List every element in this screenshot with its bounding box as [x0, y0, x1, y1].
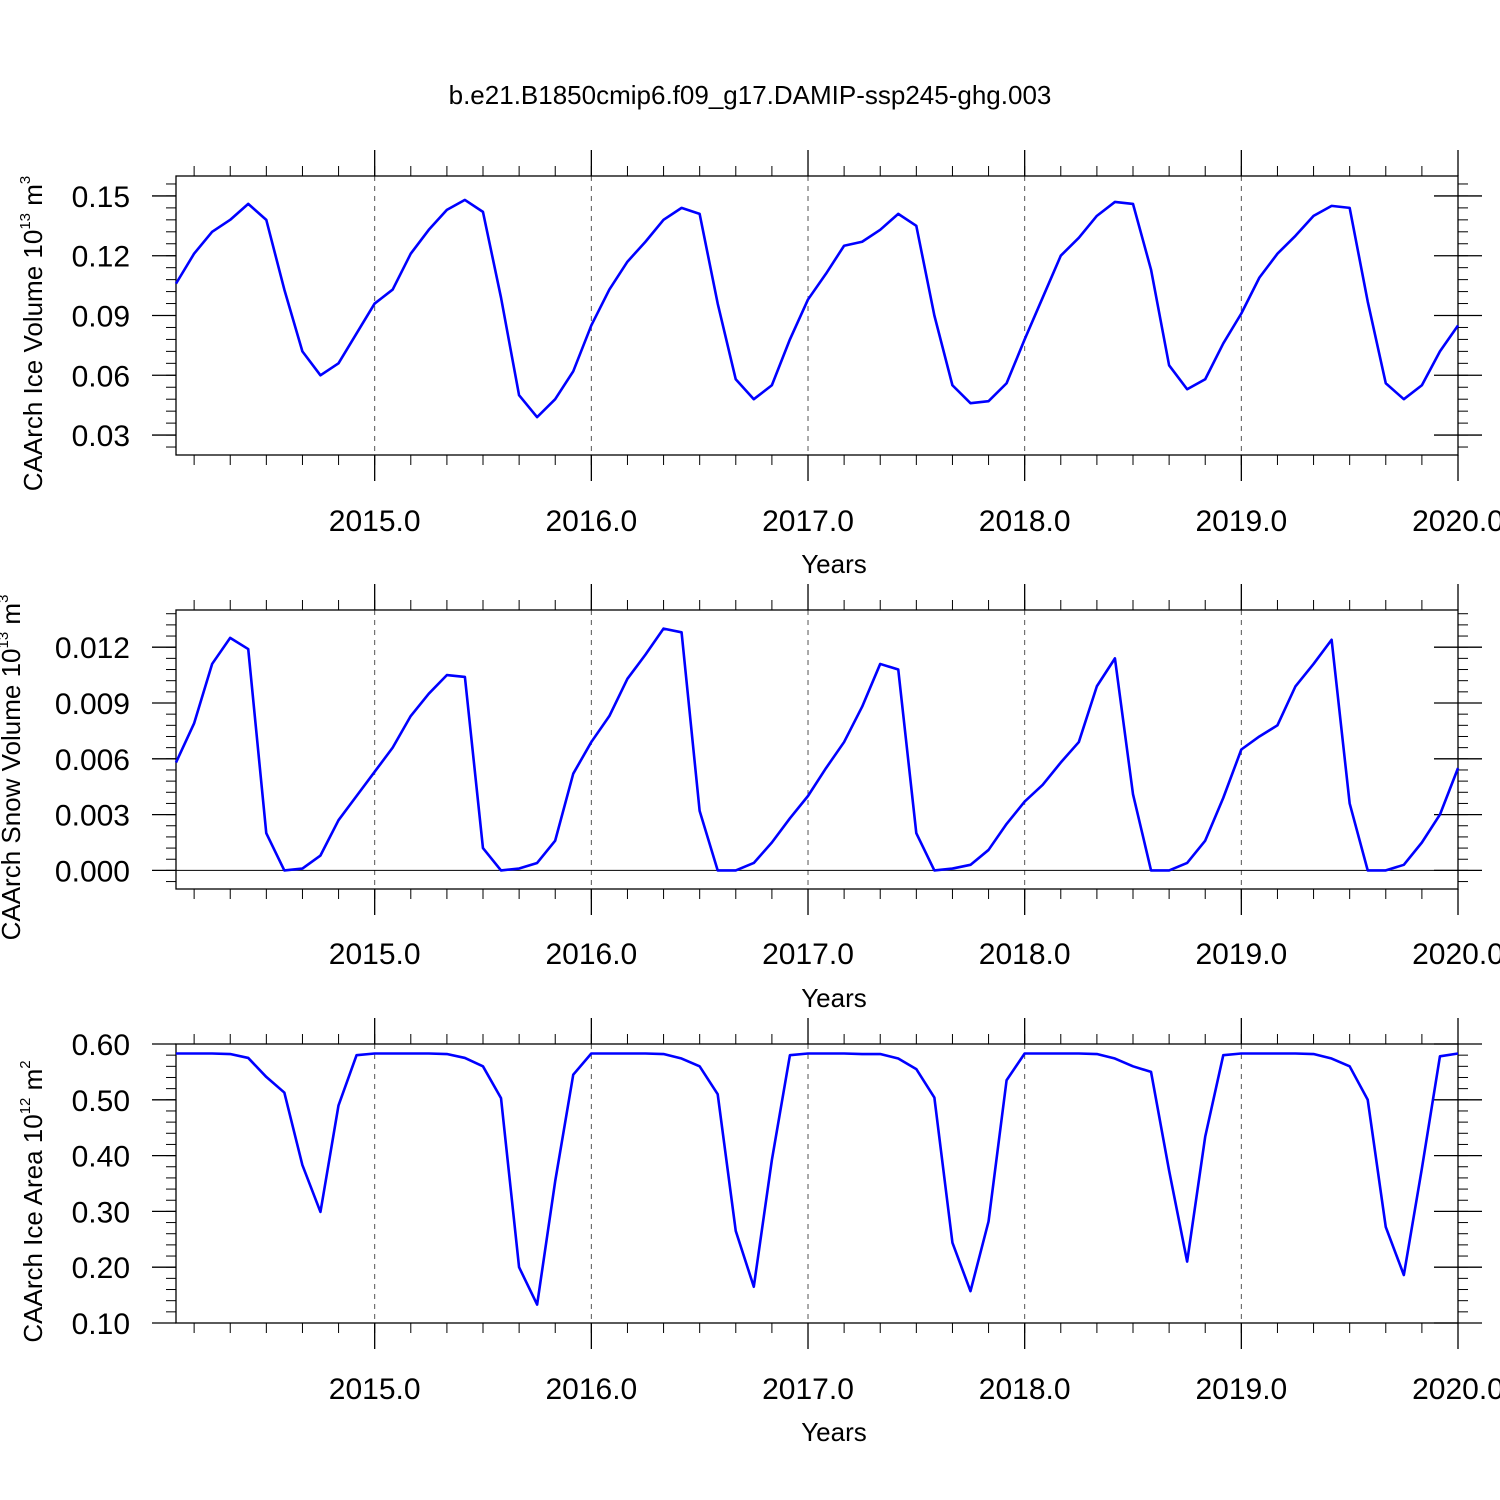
y-tick-label: 0.12 [72, 241, 130, 274]
y-tick-label: 0.09 [72, 301, 130, 334]
y-axis-label: CAArch Ice Area 1012 m2 [17, 1060, 48, 1342]
y-tick-label: 0.15 [72, 181, 130, 214]
x-tick-label: 2017.0 [762, 1373, 854, 1406]
y-tick-label: 0.30 [72, 1196, 130, 1229]
x-tick-label: 2017.0 [762, 938, 854, 971]
panel-1: 2015.0 2016.0 2017.0 2018.0 2019.0 2020.0 0.03… [17, 150, 1500, 579]
y-tick-label: 0.003 [55, 800, 130, 833]
x-tick-label: 2019.0 [1195, 1373, 1287, 1406]
series-line [174, 198, 1460, 419]
y-axis-label: CAArch Ice Volume 1013 m3 [17, 176, 48, 492]
x-tick-label: 2017.0 [762, 505, 854, 538]
x-tick-label: 2020.0 [1412, 505, 1500, 538]
x-tick-label: 2019.0 [1195, 938, 1287, 971]
plot-frame [175, 1043, 1459, 1324]
x-axis-label: Years [801, 549, 867, 579]
x-tick-label: 2018.0 [979, 938, 1071, 971]
y-tick-label: 0.006 [55, 744, 130, 777]
series-line [176, 1052, 1459, 1306]
x-tick-label: 2016.0 [545, 1373, 637, 1406]
y-tick-label: 0.06 [72, 360, 130, 393]
x-tick-label: 2020.0 [1412, 1373, 1500, 1406]
y-tick-label: 0.000 [55, 855, 130, 888]
x-tick-label: 2016.0 [545, 505, 637, 538]
x-tick-label: 2018.0 [979, 505, 1071, 538]
y-tick-label: 0.50 [72, 1085, 130, 1118]
x-tick-label: 2018.0 [979, 1373, 1071, 1406]
x-axis-label: Years [801, 1417, 867, 1447]
y-axis-label: CAArch Snow Volume 1013 m3 [0, 595, 26, 941]
x-axis-label: Years [801, 983, 867, 1013]
x-tick-label: 2019.0 [1195, 505, 1287, 538]
y-tick-label: 0.03 [72, 420, 130, 453]
y-tick-label: 0.60 [72, 1029, 130, 1062]
x-tick-label: 2015.0 [329, 938, 421, 971]
plot-frame [175, 609, 1459, 890]
panel-2: 2015.0 2016.0 2017.0 2018.0 2019.0 2020.0 0.00… [0, 584, 1500, 1013]
y-tick-label: 0.20 [72, 1252, 130, 1285]
x-tick-label: 2020.0 [1412, 938, 1500, 971]
chart-title: b.e21.B1850cmip6.f09_g17.DAMIP-ssp245-gh… [449, 80, 1052, 110]
y-tick-label: 0.012 [55, 632, 130, 665]
y-tick-label: 0.009 [55, 688, 130, 721]
y-tick-label: 0.40 [72, 1141, 130, 1174]
panel-3: 2015.0 2016.0 2017.0 2018.0 2019.0 2020.0 0.10… [17, 1018, 1500, 1447]
y-tick-label: 0.10 [72, 1308, 130, 1341]
x-tick-label: 2015.0 [329, 1373, 421, 1406]
x-tick-label: 2016.0 [545, 938, 637, 971]
x-tick-label: 2015.0 [329, 505, 421, 538]
series-line [174, 627, 1460, 872]
